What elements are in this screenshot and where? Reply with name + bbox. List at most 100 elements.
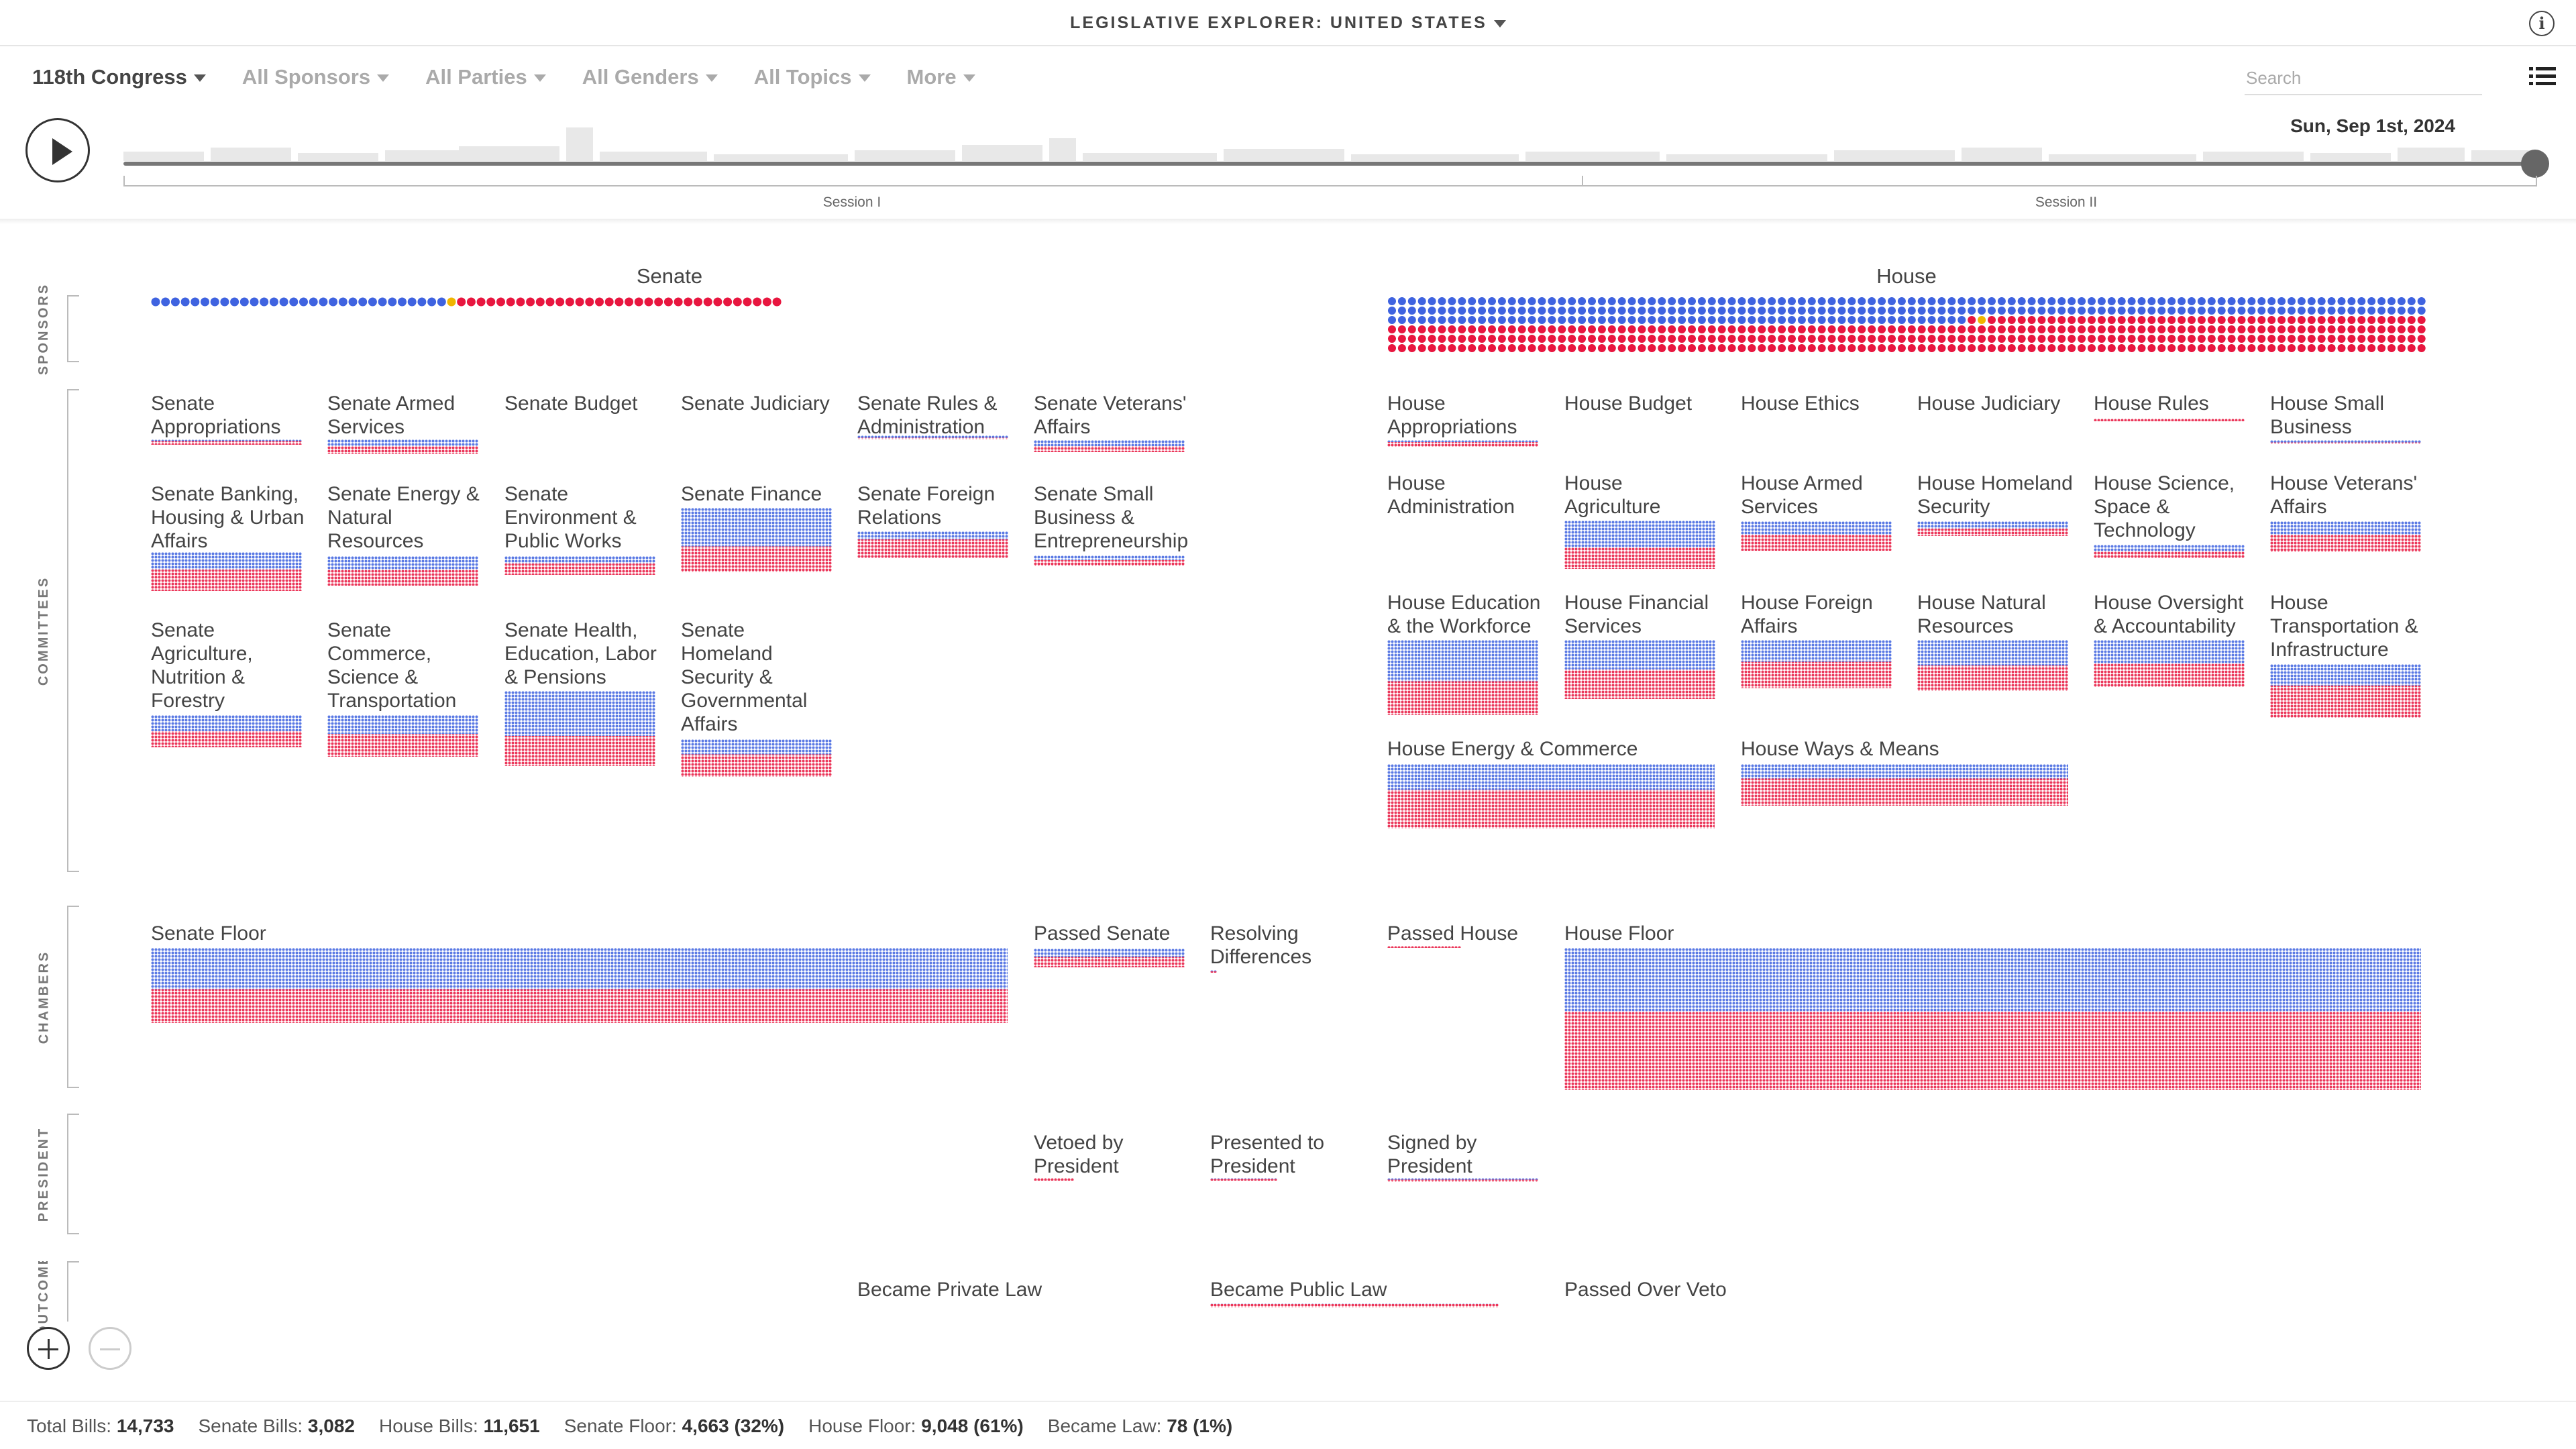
committee-label[interactable]: House Appropriations [1387,392,1517,438]
timeline-track[interactable] [123,162,2537,166]
presented-label[interactable]: Presented to President [1210,1132,1325,1177]
parties-filter[interactable]: All Parties [425,65,546,89]
committee-label[interactable]: Senate Rules & Administration [857,392,998,438]
committee-label[interactable]: House Rules [2094,392,2209,415]
bill-dot-block[interactable] [2094,419,2245,421]
congress-filter[interactable]: 118th Congress [32,65,206,89]
committee-label[interactable]: Senate Armed Services [327,392,455,438]
bill-dot-block[interactable] [857,435,1008,439]
bill-dot-block[interactable] [1387,764,1715,828]
bill-dot-block[interactable] [1564,948,2421,1090]
committee-label[interactable]: House Veterans' Affairs [2270,472,2418,518]
committee-label[interactable]: Senate Environment & Public Works [504,483,637,552]
more-filter[interactable]: More [907,65,975,89]
bill-dot-block[interactable] [327,715,478,757]
zoom-in-button[interactable] [27,1327,70,1370]
bill-dot-block[interactable] [504,556,655,575]
bill-dot-block[interactable] [327,556,478,586]
committee-label[interactable]: House Foreign Affairs [1741,592,1873,637]
bill-dot-block[interactable] [151,715,302,747]
bill-dot-block[interactable] [681,739,832,777]
committee-label[interactable]: House Transportation & Infrastructure [2270,592,2418,661]
committee-label[interactable]: House Agriculture [1564,472,1661,518]
over-veto-label[interactable]: Passed Over Veto [1564,1279,1727,1301]
bill-dot-block[interactable] [1387,946,1461,948]
bill-dot-block[interactable] [2270,521,2421,552]
bill-dot-block[interactable] [1741,640,1892,688]
bill-dot-block[interactable] [1741,521,1892,551]
public-law-label[interactable]: Became Public Law [1210,1279,1387,1301]
committee-label[interactable]: Senate Banking, Housing & Urban Affairs [151,483,305,552]
bill-dot-block[interactable] [1741,764,2068,806]
bill-dot-block[interactable] [2094,545,2245,558]
bill-dot-block[interactable] [1917,521,2068,536]
committee-label[interactable]: House Ethics [1741,392,1860,415]
committee-label[interactable]: Senate Homeland Security & Governmental … [681,619,808,735]
topics-filter[interactable]: All Topics [754,65,871,89]
house-sponsor-dots[interactable] [1387,296,2427,352]
committee-label[interactable]: House Education & the Workforce [1387,592,1541,637]
bill-dot-block[interactable] [1034,555,1185,566]
committee-label[interactable]: House Natural Resources [1917,592,2046,637]
bill-dot-block[interactable] [1210,1303,1499,1307]
bill-dot-block[interactable] [2270,440,2421,444]
committee-label[interactable]: Senate Judiciary [681,392,830,415]
senate-sponsor-dots[interactable] [151,296,782,308]
committee-label[interactable]: House Administration [1387,472,1515,518]
list-view-icon[interactable] [2529,66,2556,87]
passed-senate-label[interactable]: Passed Senate [1034,922,1171,945]
bill-dot-block[interactable] [2270,664,2421,718]
bill-dot-block[interactable] [1034,440,1185,452]
zoom-out-button[interactable] [89,1327,131,1370]
house-floor-label[interactable]: House Floor [1564,922,1674,945]
committee-label[interactable]: House Small Business [2270,392,2385,438]
bill-dot-block[interactable] [1210,1178,1277,1181]
bill-dot-block[interactable] [151,552,302,591]
committee-label[interactable]: House Financial Services [1564,592,1709,637]
committee-label[interactable]: Senate Veterans' Affairs [1034,392,1187,438]
search-input[interactable] [2245,62,2482,95]
bill-dot-block[interactable] [151,948,1008,1023]
bill-dot-block[interactable] [1387,440,1538,447]
committee-label[interactable]: House Armed Services [1741,472,1863,518]
committee-label[interactable]: House Judiciary [1917,392,2061,415]
committee-label[interactable]: Senate Appropriations [151,392,281,438]
bill-dot-block[interactable] [1564,521,1715,569]
info-icon[interactable]: i [2529,11,2555,36]
committee-label[interactable]: House Homeland Security [1917,472,2073,518]
bill-dot-block[interactable] [327,439,478,454]
committee-label[interactable]: Senate Health, Education, Labor & Pensio… [504,619,657,688]
timeline-handle[interactable] [2521,150,2549,178]
passed-house-label[interactable]: Passed House [1387,922,1519,945]
bill-dot-block[interactable] [1387,640,1538,715]
bill-dot-block[interactable] [151,439,302,445]
bill-dot-block[interactable] [857,531,1008,558]
committee-label[interactable]: Senate Foreign Relations [857,483,996,529]
committee-label[interactable]: Senate Small Business & Entrepreneurship [1034,483,1189,552]
committee-label[interactable]: Senate Energy & Natural Resources [327,483,480,552]
committee-label[interactable]: House Science, Space & Technology [2094,472,2235,541]
committee-label[interactable]: Senate Commerce, Science & Transportatio… [327,619,457,712]
bill-dot-block[interactable] [1564,640,1715,699]
bill-dot-block[interactable] [2094,640,2245,687]
sponsors-filter[interactable]: All Sponsors [242,65,390,89]
committee-label[interactable]: House Ways & Means [1741,738,1939,760]
signed-label[interactable]: Signed by President [1387,1132,1477,1177]
committee-label[interactable]: Senate Agriculture, Nutrition & Forestry [151,619,253,712]
private-law-label[interactable]: Became Private Law [857,1279,1042,1301]
committee-label[interactable]: House Energy & Commerce [1387,738,1638,760]
app-title[interactable]: LEGISLATIVE EXPLORER: UNITED STATES [0,13,2576,33]
committee-label[interactable]: House Budget [1564,392,1693,415]
committee-label[interactable]: House Oversight & Accountability [2094,592,2244,637]
vetoed-label[interactable]: Vetoed by President [1034,1132,1124,1177]
bill-dot-block[interactable] [1387,1178,1538,1182]
bill-dot-block[interactable] [1917,640,2068,691]
bill-dot-block[interactable] [681,508,832,572]
bill-dot-block[interactable] [1034,1178,1074,1181]
committee-label[interactable]: Senate Finance [681,483,822,505]
play-button[interactable] [25,118,90,182]
bill-dot-block[interactable] [1034,949,1185,967]
genders-filter[interactable]: All Genders [582,65,718,89]
bill-dot-block[interactable] [504,691,655,766]
resolving-differences-label[interactable]: Resolving Differences [1210,922,1312,968]
